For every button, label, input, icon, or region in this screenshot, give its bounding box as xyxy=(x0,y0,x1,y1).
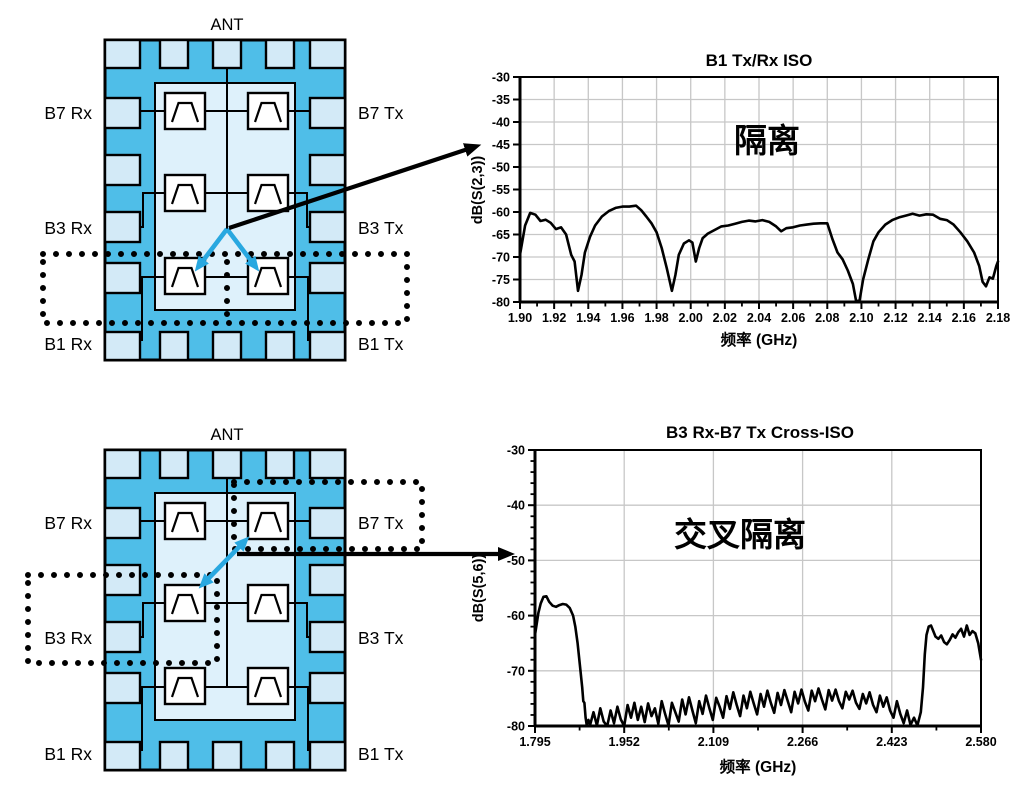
top-chip-schematic: ANT B7 Rx B3 Rx B1 Rx B7 Tx B3 Tx B1 Tx xyxy=(40,16,482,362)
pin-label-b7tx: B7 Tx xyxy=(358,103,404,123)
chip-pads xyxy=(103,448,347,772)
y-tick-label: -60 xyxy=(507,609,525,623)
x-tick-label: 2.14 xyxy=(918,311,942,325)
y-tick-label: -70 xyxy=(507,664,525,678)
pin-label-b7rx: B7 Rx xyxy=(44,103,92,123)
chart-title: B3 Rx-B7 Tx Cross-ISO xyxy=(666,423,854,442)
cross-iso-dotted-boxes xyxy=(25,479,425,666)
pin-label-b3rx: B3 Rx xyxy=(44,628,92,648)
x-tick-label: 2.10 xyxy=(849,311,873,325)
y-tick-label: -30 xyxy=(492,71,510,85)
pin-label-b1rx: B1 Rx xyxy=(44,744,92,764)
chip-package xyxy=(103,448,347,772)
chart-annotation: 交叉隔离 xyxy=(674,516,806,553)
bandpass-filters xyxy=(163,91,290,296)
y-tick-label: -45 xyxy=(492,138,510,152)
pin-label-b3tx: B3 Tx xyxy=(358,218,404,238)
x-tick-label: 1.98 xyxy=(644,311,668,325)
x-tick-label: 1.795 xyxy=(519,735,550,749)
y-tick-label: -75 xyxy=(492,273,510,287)
x-tick-label: 1.92 xyxy=(542,311,566,325)
plot-frame xyxy=(534,449,982,727)
pin-label-b1rx: B1 Rx xyxy=(44,334,92,354)
bandpass-filter xyxy=(163,666,207,706)
y-axis-label: dB(S(2,3)) xyxy=(470,156,486,225)
ant-pin-label: ANT xyxy=(211,426,244,444)
b7tx-selection-dotted-box xyxy=(231,479,425,552)
b1-selection-dotted-box xyxy=(40,251,410,326)
pin-label-b3rx: B3 Rx xyxy=(44,218,92,238)
ant-pin-label: ANT xyxy=(211,16,244,34)
bottom-chip-schematic: ANT B7 Rx B3 Rx B1 Rx B7 Tx B3 Tx B1 Tx xyxy=(25,426,515,772)
chip-package xyxy=(103,38,347,362)
y-tick-label: -65 xyxy=(492,228,510,242)
y-tick-label: -30 xyxy=(507,444,525,458)
b3rx-selection-dotted-box xyxy=(25,572,220,666)
x-axis-label: 频率 (GHz) xyxy=(721,330,798,349)
chart-title: B1 Tx/Rx ISO xyxy=(706,51,813,70)
y-tick-label: -50 xyxy=(507,554,525,568)
bandpass-filter xyxy=(246,666,290,706)
x-tick-label: 1.90 xyxy=(508,311,532,325)
x-tick-label: 2.04 xyxy=(747,311,771,325)
chart-annotation: 隔离 xyxy=(734,122,800,159)
x-tick-label: 1.96 xyxy=(610,311,634,325)
x-tick-label: 1.952 xyxy=(609,735,640,749)
chip-pads xyxy=(103,38,347,362)
x-tick-label: 2.00 xyxy=(679,311,703,325)
x-tick-label: 2.12 xyxy=(883,311,907,325)
y-tick-label: -50 xyxy=(492,161,510,175)
y-tick-label: -55 xyxy=(492,183,510,197)
bandpass-filter xyxy=(163,583,207,623)
data-trace xyxy=(518,204,1000,304)
x-tick-label: 2.08 xyxy=(815,311,839,325)
bandpass-filter xyxy=(163,256,207,296)
isolation-path-arrows xyxy=(194,227,260,272)
bandpass-filter xyxy=(163,173,207,213)
bandpass-filters xyxy=(163,501,290,706)
bandpass-filter xyxy=(246,173,290,213)
cross-isolation-path-arrow xyxy=(198,536,250,589)
bandpass-filter xyxy=(246,256,290,296)
x-tick-label: 2.02 xyxy=(713,311,737,325)
bandpass-filter xyxy=(246,501,290,541)
x-tick-label: 2.109 xyxy=(698,735,729,749)
x-axis-label: 频率 (GHz) xyxy=(720,757,797,776)
y-tick-label: -40 xyxy=(492,116,510,130)
pin-label-b1tx: B1 Tx xyxy=(358,334,404,354)
pin-label-b1tx: B1 Tx xyxy=(358,744,404,764)
pin-label-b7rx: B7 Rx xyxy=(44,513,92,533)
y-tick-label: -70 xyxy=(492,251,510,265)
bandpass-filter xyxy=(246,583,290,623)
x-tick-label: 2.16 xyxy=(952,311,976,325)
x-tick-label: 1.94 xyxy=(576,311,600,325)
x-tick-label: 2.266 xyxy=(787,735,818,749)
y-tick-label: -80 xyxy=(492,296,510,310)
iso-chart: 1.90 1.92 1.94 1.96 1.98 2.00 2.02 2.04 2.06 2.08… xyxy=(470,51,1010,349)
data-trace xyxy=(533,595,983,728)
x-tick-label: 2.06 xyxy=(781,311,805,325)
cross-iso-chart: 1.795 1.952 2.109 2.266 2.423 2.580 -30 -40 -50 -… xyxy=(471,423,997,776)
x-tick-label: 2.423 xyxy=(876,735,907,749)
x-tick-label: 2.580 xyxy=(965,735,996,749)
y-axis-label: dB(S(5,6)) xyxy=(471,554,487,623)
bandpass-filter xyxy=(163,501,207,541)
y-tick-label: -80 xyxy=(507,720,525,734)
bandpass-filter xyxy=(163,91,207,131)
callout-arrow-to-iso-chart xyxy=(228,143,482,230)
pin-label-b3tx: B3 Tx xyxy=(358,628,404,648)
y-tick-label: -60 xyxy=(492,206,510,220)
y-tick-label: -35 xyxy=(492,93,510,107)
x-tick-label: 2.18 xyxy=(986,311,1010,325)
bandpass-filter xyxy=(246,91,290,131)
pin-label-b7tx: B7 Tx xyxy=(358,513,404,533)
y-tick-label: -40 xyxy=(507,499,525,513)
